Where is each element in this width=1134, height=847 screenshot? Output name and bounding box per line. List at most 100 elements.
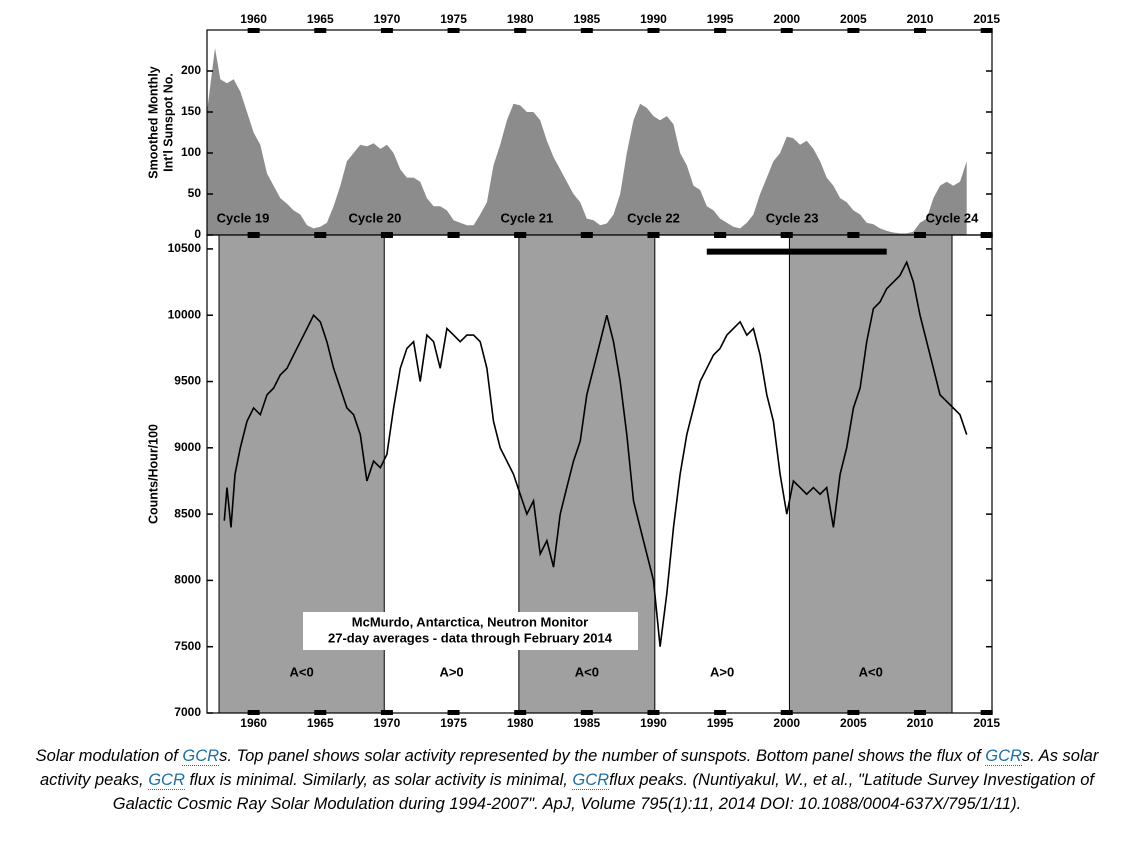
x-tick-label: 1960 — [240, 12, 267, 26]
x-tick-label: 1995 — [707, 12, 734, 26]
x-tick-label: 2005 — [840, 716, 867, 730]
caption-link[interactable]: GCR — [985, 747, 1022, 766]
x-tick — [380, 233, 393, 238]
cycle-label: Cycle 20 — [349, 210, 402, 225]
x-tick — [780, 28, 793, 33]
caption-link[interactable]: GCR — [148, 771, 185, 790]
x-tick-label: 2005 — [840, 12, 867, 26]
x-tick — [380, 710, 393, 715]
caption-link[interactable]: GCR — [182, 747, 220, 766]
x-tick — [514, 233, 527, 238]
x-tick-label: 1965 — [307, 716, 334, 730]
y-axis-label: Int'l Sunspot No. — [161, 73, 175, 172]
x-tick-label: 1980 — [507, 12, 534, 26]
x-tick — [847, 233, 860, 238]
x-tick — [914, 710, 927, 715]
y-tick-label: 10500 — [168, 241, 202, 255]
x-tick — [580, 233, 593, 238]
x-tick-label: 1965 — [307, 12, 334, 26]
y-tick-label: 100 — [181, 145, 201, 159]
x-tick — [380, 28, 393, 33]
x-tick-label: 1975 — [440, 716, 467, 730]
caption-text: s. As solar activity peaks, — [40, 747, 1099, 789]
y-tick-label: 8500 — [174, 506, 201, 520]
cycle-label: Cycle 23 — [766, 210, 819, 225]
x-tick — [714, 28, 727, 33]
caption-text: Solar modulation of — [35, 747, 183, 765]
x-tick-label: 2015 — [973, 12, 1000, 26]
y-tick-label: 7500 — [174, 639, 201, 653]
x-tick — [247, 710, 260, 715]
x-tick — [914, 28, 927, 33]
note: McMurdo, Antarctica, Neutron Monitor — [352, 614, 588, 629]
y-tick-label: 8000 — [174, 573, 201, 587]
cycle-label: Cycle 19 — [217, 210, 270, 225]
x-tick — [314, 710, 327, 715]
x-tick — [980, 28, 993, 33]
region-label: A<0 — [859, 665, 883, 680]
region-label: A>0 — [710, 665, 734, 680]
x-tick — [314, 233, 327, 238]
y-axis-label: Smoothed Monthly — [146, 66, 160, 179]
x-tick — [447, 233, 460, 238]
region-label: A<0 — [575, 665, 599, 680]
x-tick — [714, 710, 727, 715]
y-tick-label: 150 — [181, 104, 201, 118]
y-tick-label: 50 — [188, 186, 202, 200]
plot-frame — [206, 29, 993, 236]
y-tick-label: 7000 — [174, 705, 201, 719]
x-tick — [580, 28, 593, 33]
x-tick — [314, 28, 327, 33]
y-axis-label: Counts/Hour/100 — [146, 424, 160, 524]
x-tick-label: 1990 — [640, 716, 667, 730]
region-label: A<0 — [290, 665, 314, 680]
y-tick-label: 0 — [194, 227, 201, 241]
y-tick-label: 10000 — [168, 307, 202, 321]
x-tick — [714, 233, 727, 238]
x-tick-label: 1985 — [573, 12, 600, 26]
x-tick — [980, 233, 993, 238]
x-tick — [647, 233, 660, 238]
caption: Solar modulation of GCRs. Top panel show… — [10, 744, 1124, 816]
x-tick — [247, 28, 260, 33]
note-box — [303, 612, 638, 650]
x-tick — [847, 710, 860, 715]
figure: Cycle 19 Cycle 20 Cycle 21 Cycle 22 Cycle 23… — [146, 12, 1000, 730]
x-tick-label: 1990 — [640, 12, 667, 26]
caption-text: flux peaks. (Nuntiyakul, W., et al., "La… — [112, 771, 1094, 813]
caption-link[interactable]: GCR — [572, 771, 610, 790]
region-label: A>0 — [439, 665, 463, 680]
x-tick-label: 2000 — [773, 716, 800, 730]
x-tick — [447, 710, 460, 715]
area — [207, 48, 967, 235]
x-tick-label: 1980 — [507, 716, 534, 730]
line — [223, 260, 968, 647]
x-tick-label: 2000 — [773, 12, 800, 26]
x-tick — [514, 28, 527, 33]
x-tick-label: 2015 — [973, 716, 1000, 730]
x-tick — [780, 233, 793, 238]
x-tick-label: 1970 — [374, 12, 401, 26]
x-tick — [647, 28, 660, 33]
y-tick-label: 200 — [181, 63, 201, 77]
x-tick — [247, 233, 260, 238]
x-tick-label: 1970 — [374, 716, 401, 730]
cycle-label: Cycle 21 — [500, 210, 553, 225]
y-tick-label: 9000 — [174, 440, 201, 454]
shaded-region — [788, 234, 953, 714]
caption-text: s. Top panel shows solar activity repres… — [219, 747, 986, 765]
x-tick-label: 1960 — [240, 716, 267, 730]
x-tick — [514, 710, 527, 715]
plot-frame — [206, 234, 993, 714]
caption-text: flux is minimal. Similarly, as solar act… — [184, 771, 573, 789]
x-tick-label: 1975 — [440, 12, 467, 26]
x-tick — [914, 233, 927, 238]
x-tick — [980, 710, 993, 715]
y-tick-label: 9500 — [174, 374, 201, 388]
x-tick-label: 1995 — [707, 716, 734, 730]
cycle-label: Cycle 24 — [926, 210, 980, 225]
x-tick — [847, 28, 860, 33]
x-tick — [580, 710, 593, 715]
note: 27-day averages - data through February … — [328, 630, 613, 645]
